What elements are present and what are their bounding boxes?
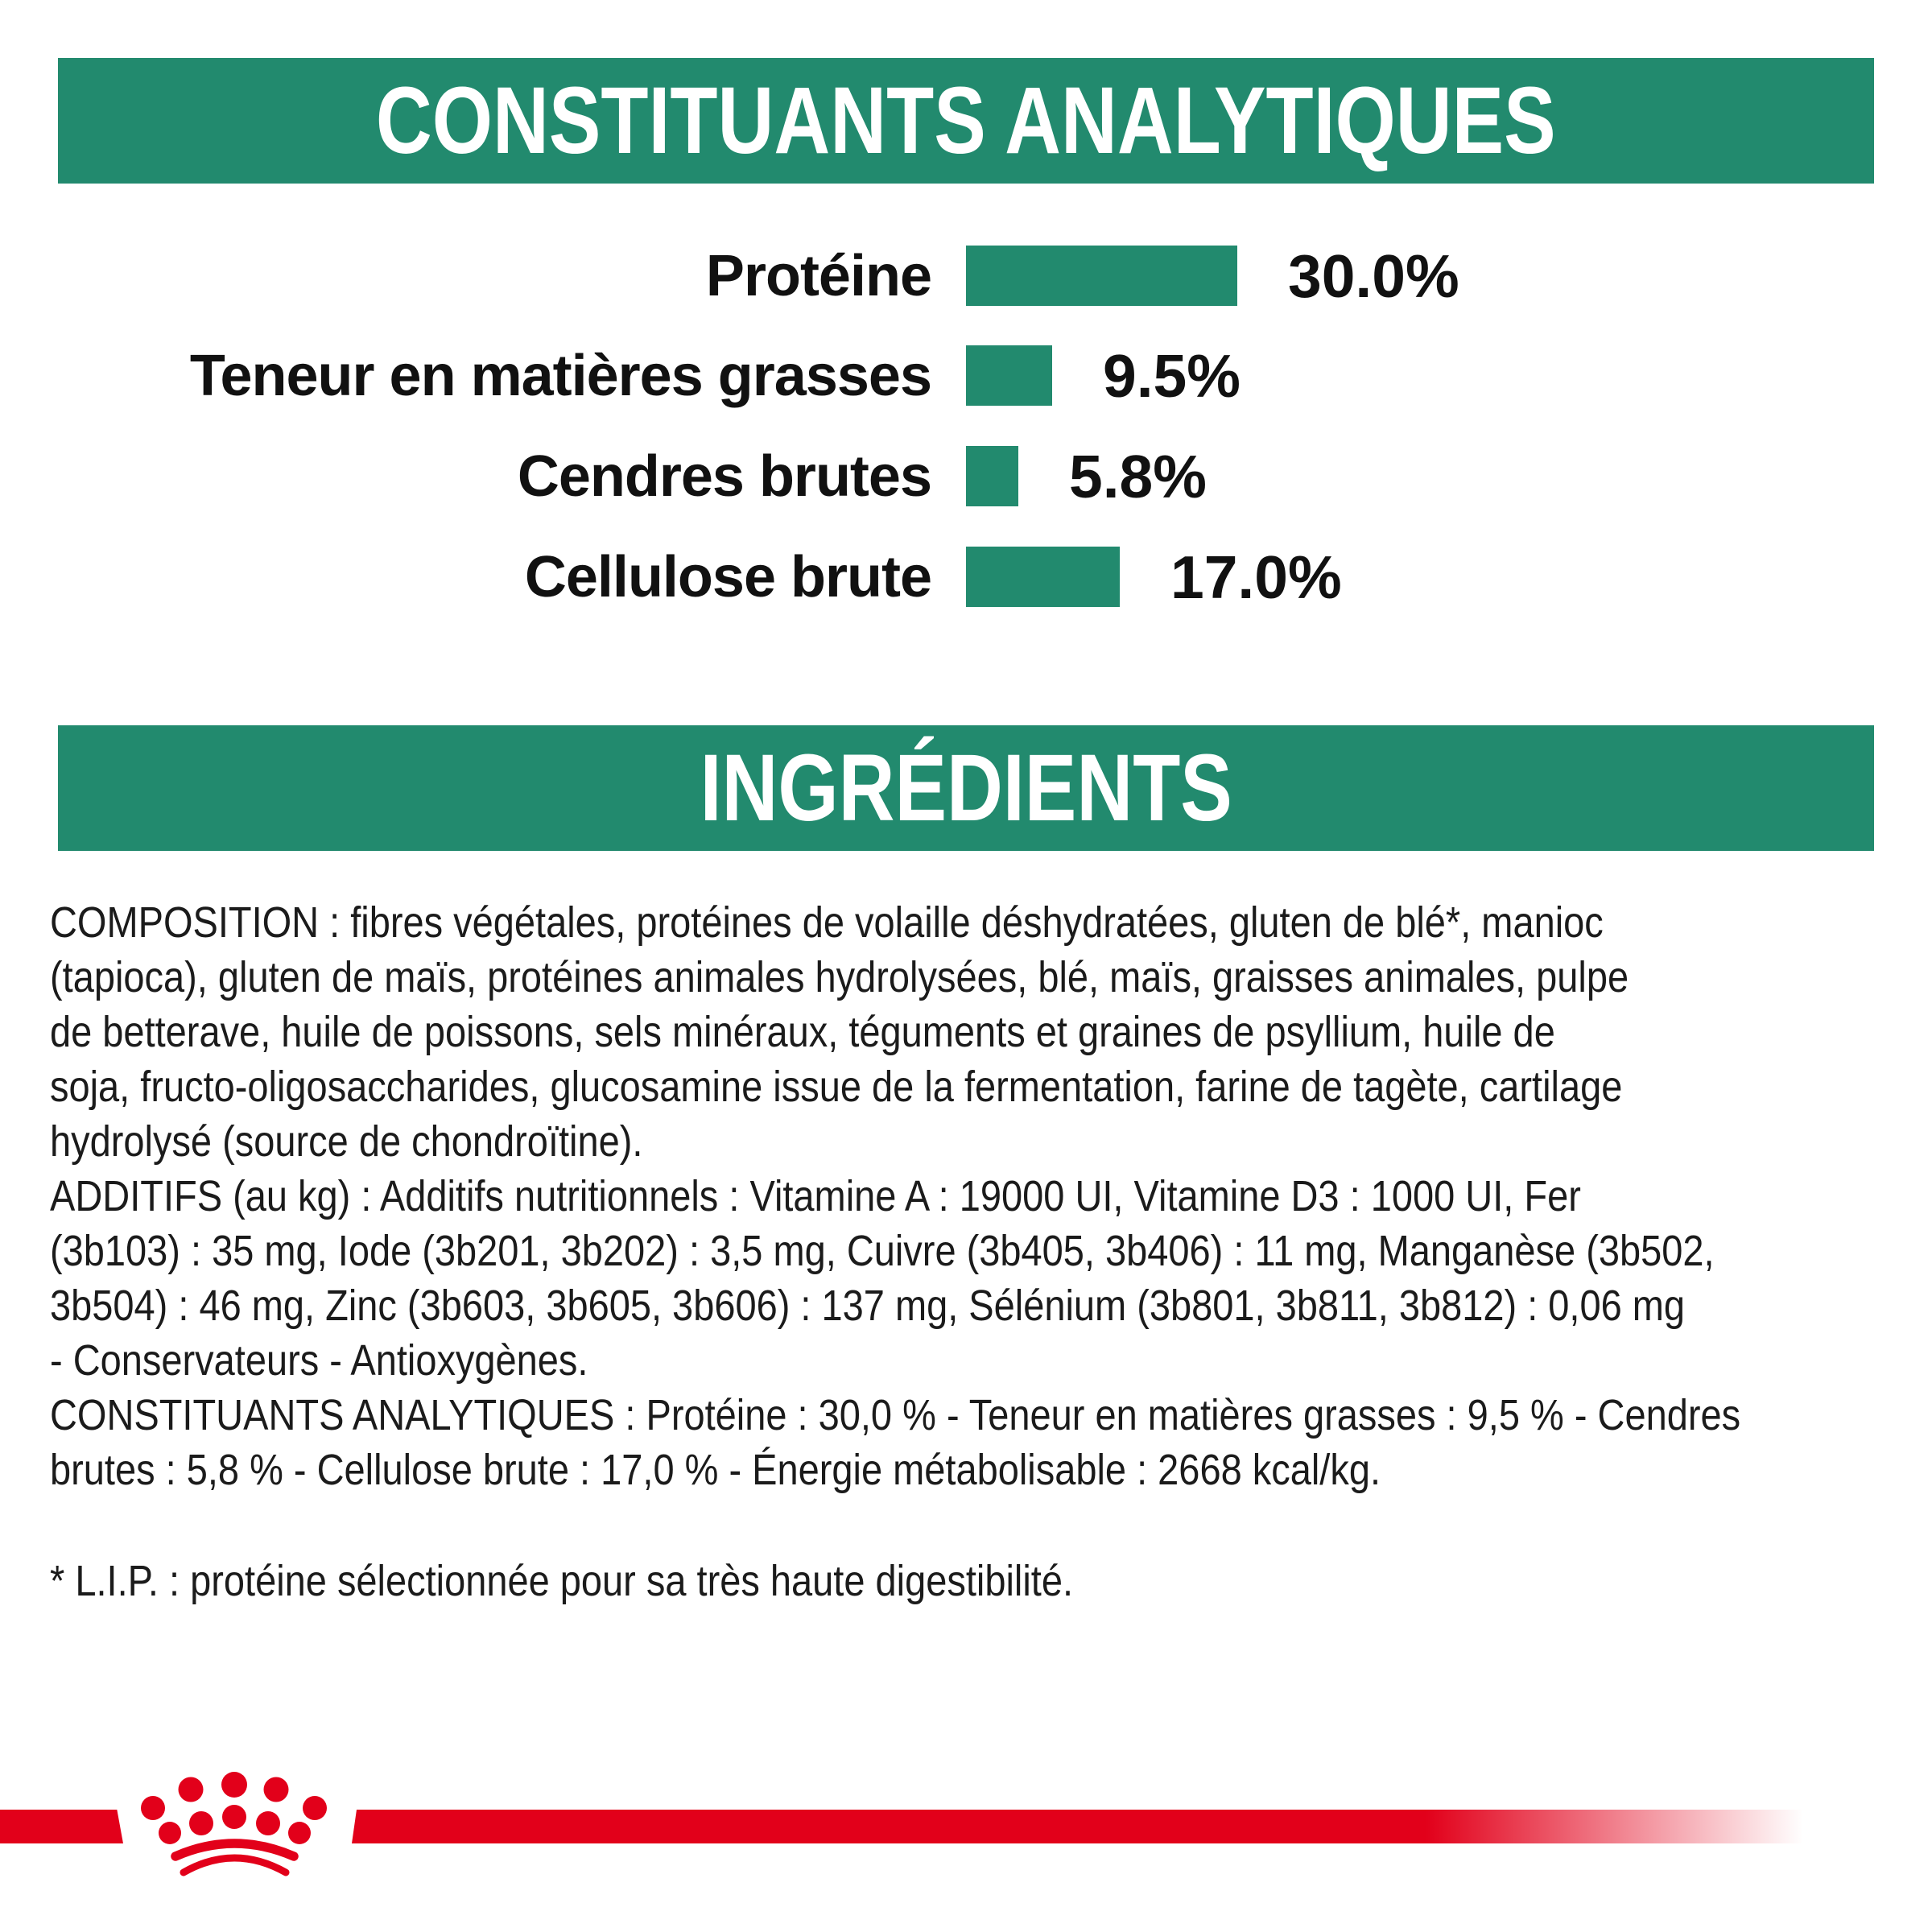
- analytical-summary-line: brutes : 5,8 % - Cellulose brute : 17,0 …: [50, 1446, 1381, 1494]
- analytical-banner-title: CONSTITUANTS ANALYTIQUES: [376, 68, 1556, 174]
- ingredients-banner: INGRÉDIENTS: [58, 725, 1874, 851]
- chart-bar-cendres-brutes: [966, 446, 1018, 506]
- chart-row-proteine: Protéine 30.0%: [0, 242, 1932, 310]
- ingredients-text-line: COMPOSITION : fibres végétales, protéine…: [50, 898, 1604, 947]
- additives-text-line: ADDITIFS (au kg) : Additifs nutritionnel…: [50, 1172, 1581, 1220]
- brand-stripe-right: [352, 1810, 1803, 1843]
- analytical-summary-line: CONSTITUANTS ANALYTIQUES : Protéine : 30…: [50, 1391, 1741, 1439]
- ingredients-text-line: hydrolysé (source de chondroïtine).: [50, 1117, 643, 1166]
- chart-label-cellulose-brute: Cellulose brute: [524, 544, 932, 609]
- ingredients-text-line: (tapioca), gluten de maïs, protéines ani…: [50, 953, 1629, 1001]
- ingredients-text-line: soja, fructo-oligosaccharides, glucosami…: [50, 1063, 1623, 1111]
- brand-stripe-left: [0, 1810, 123, 1843]
- chart-label-proteine: Protéine: [705, 243, 932, 308]
- chart-value-proteine: 30.0%: [1288, 242, 1459, 310]
- ingredients-text-line: de betterave, huile de poissons, sels mi…: [50, 1008, 1555, 1056]
- chart-value-cellulose-brute: 17.0%: [1170, 543, 1342, 611]
- analytical-banner: CONSTITUANTS ANALYTIQUES: [58, 58, 1874, 184]
- ingredients-banner-title: INGRÉDIENTS: [700, 735, 1232, 841]
- chart-row-cellulose-brute: Cellulose brute 17.0%: [0, 543, 1932, 611]
- chart-bar-cellulose-brute: [966, 547, 1120, 607]
- additives-text-line: 3b504) : 46 mg, Zinc (3b603, 3b605, 3b60…: [50, 1282, 1686, 1330]
- chart-value-matieres-grasses: 9.5%: [1103, 341, 1241, 410]
- ingredients-text-block: COMPOSITION : fibres végétales, protéine…: [50, 895, 1740, 1497]
- chart-bar-proteine: [966, 246, 1237, 306]
- additives-text-line: (3b103) : 35 mg, Iode (3b201, 3b202) : 3…: [50, 1227, 1715, 1275]
- chart-value-cendres-brutes: 5.8%: [1069, 442, 1207, 510]
- chart-row-cendres-brutes: Cendres brutes 5.8%: [0, 443, 1932, 510]
- chart-bar-matieres-grasses: [966, 345, 1052, 406]
- chart-row-matieres-grasses: Teneur en matières grasses 9.5%: [0, 342, 1932, 410]
- lip-footnote: * L.I.P. : protéine sélectionnée pour sa…: [50, 1557, 1074, 1605]
- additives-text-line: - Conservateurs - Antioxygènes.: [50, 1336, 588, 1385]
- chart-label-matieres-grasses: Teneur en matières grasses: [189, 343, 932, 408]
- royal-canin-crown-icon: [141, 1772, 327, 1876]
- chart-label-cendres-brutes: Cendres brutes: [517, 444, 932, 509]
